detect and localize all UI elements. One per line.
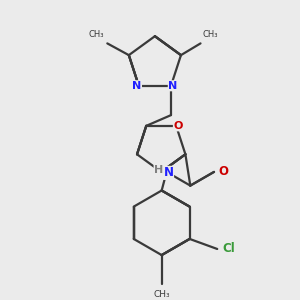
Text: CH₃: CH₃ [202,31,218,40]
Text: CH₃: CH₃ [153,290,170,299]
Text: N: N [164,167,173,179]
Text: O: O [173,121,183,131]
Text: H: H [154,165,164,175]
Text: N: N [168,81,178,91]
Text: Cl: Cl [223,242,235,256]
Text: O: O [219,165,229,178]
Text: CH₃: CH₃ [89,31,104,40]
Text: N: N [132,81,142,91]
